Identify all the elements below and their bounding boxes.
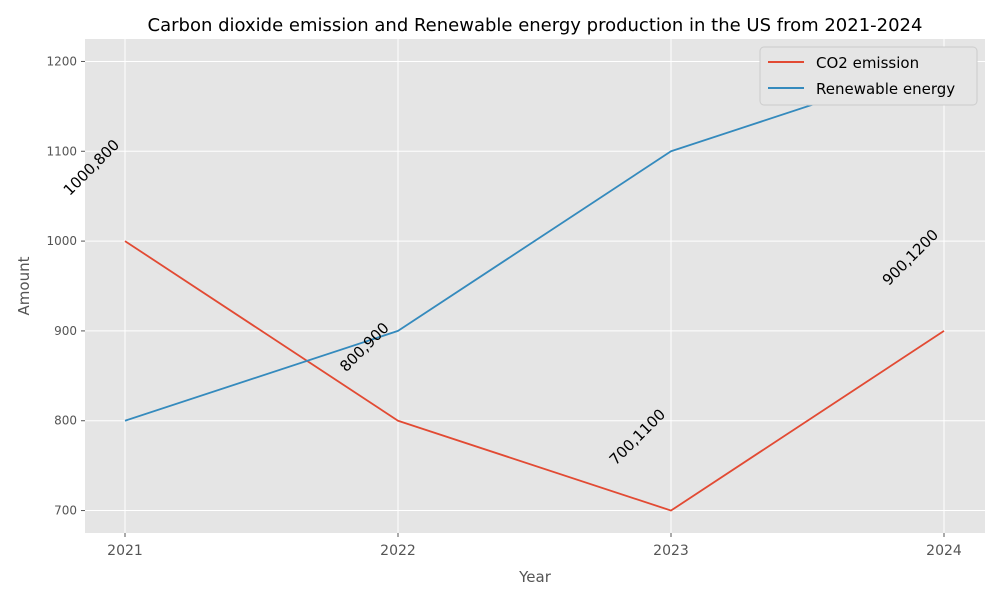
x-tick-label: 2023 <box>653 543 689 559</box>
y-tick-label: 900 <box>54 324 77 338</box>
series-lines <box>124 60 945 512</box>
legend-label-co2-emission: CO2 emission <box>816 54 919 72</box>
x-axis-label: Year <box>518 568 552 586</box>
y-axis-label: Amount <box>15 256 33 315</box>
series-line-renewable-energy <box>124 60 945 422</box>
y-axis-ticks: 700 800 900 1000 1100 1200 <box>46 54 85 518</box>
y-tick-label: 800 <box>54 414 77 428</box>
x-tick-label: 2024 <box>926 543 962 559</box>
legend-label-renewable-energy: Renewable energy <box>816 80 955 98</box>
legend-box <box>759 46 978 106</box>
grid <box>85 39 985 533</box>
x-axis-ticks: 2021 2022 2023 2024 <box>107 533 962 559</box>
x-tick-label: 2022 <box>380 543 416 559</box>
legend: CO2 emission Renewable energy <box>759 46 978 106</box>
x-tick-label: 2021 <box>107 543 143 559</box>
chart-title: Carbon dioxide emission and Renewable en… <box>148 15 923 36</box>
plot-background <box>85 39 985 533</box>
y-tick-label: 1200 <box>46 54 77 68</box>
y-tick-label: 1000 <box>46 234 77 248</box>
series-line-co2-emission <box>124 240 945 512</box>
y-tick-label: 700 <box>54 504 77 518</box>
y-tick-label: 1100 <box>46 144 77 158</box>
